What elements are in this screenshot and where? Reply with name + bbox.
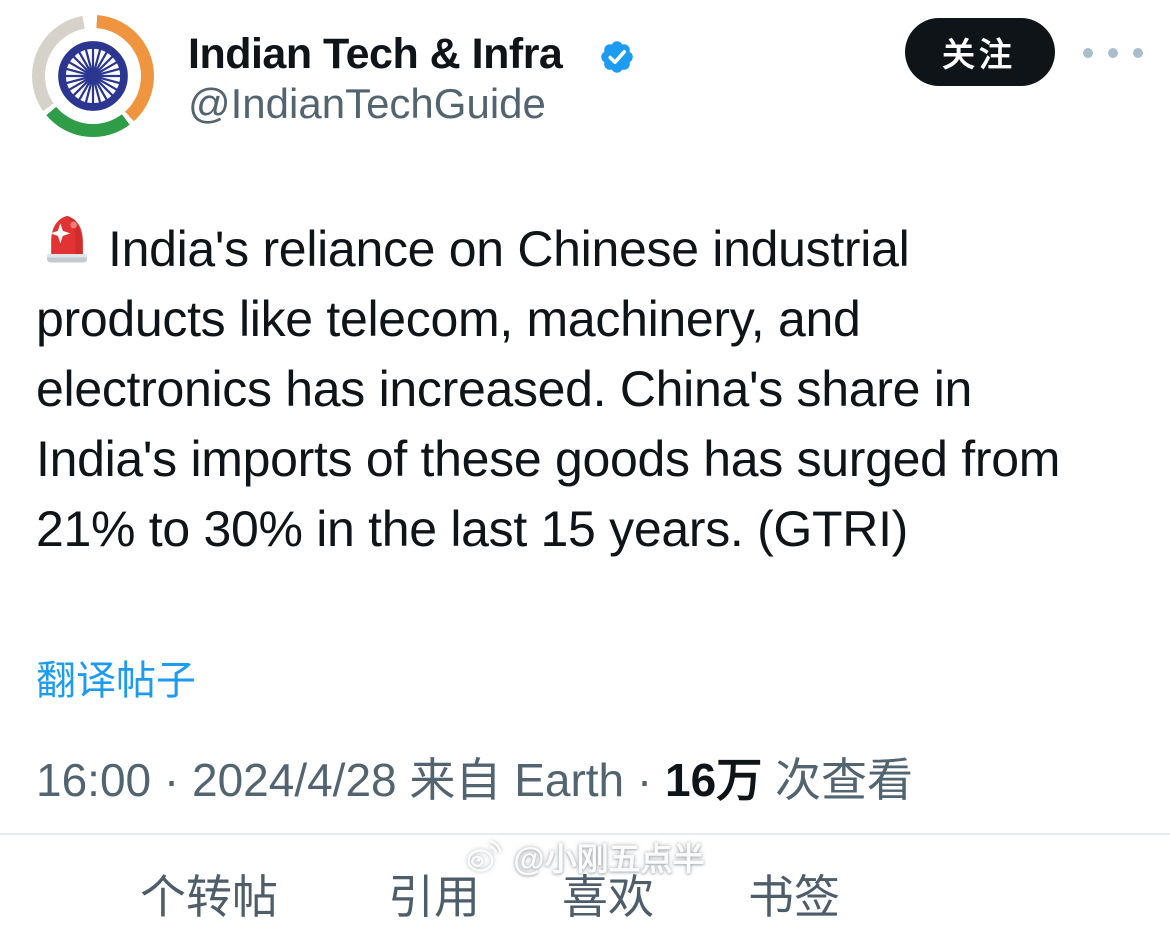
tweet-line-4: India's imports of these goods has surge… (36, 431, 1061, 487)
tweet-line-5: 21% to 30% in the last 15 years. (GTRI) (36, 501, 909, 557)
tweet-line-1-text: India's reliance on Chinese industrial (108, 221, 910, 277)
follow-button[interactable]: 关注 (905, 18, 1055, 86)
views-label: 次查看 (762, 754, 913, 806)
avatar-inner-circle (45, 28, 141, 124)
quote-count-label[interactable]: 引用 (388, 871, 480, 923)
bookmark-count-label[interactable]: 书签 (748, 871, 840, 923)
like-count-label[interactable]: 喜欢 (562, 871, 654, 923)
tweet-line-3: electronics has increased. China's share… (36, 361, 973, 417)
ashoka-chakra-icon (58, 41, 128, 111)
tweet-line-1: India's reliance on Chinese industrial (36, 214, 1134, 284)
tweet-meta-line: 16:00 · 2024/4/28 来自 Earth · 16万 次查看 (36, 744, 913, 810)
display-name[interactable]: Indian Tech & Infra (188, 30, 563, 78)
tweet-text: India's reliance on Chinese industrial p… (36, 214, 1134, 564)
divider (0, 833, 1170, 835)
timestamp-source: 16:00 · 2024/4/28 来自 Earth · (36, 754, 666, 806)
dot (1133, 48, 1143, 58)
police-light-emoji (42, 211, 92, 287)
user-handle[interactable]: @IndianTechGuide (188, 80, 546, 127)
profile-avatar[interactable] (32, 15, 154, 137)
views-count[interactable]: 16万 (665, 754, 763, 806)
repost-count-label[interactable]: 个转帖 (140, 871, 278, 923)
dot (1083, 48, 1093, 58)
more-options-icon[interactable] (1083, 48, 1143, 58)
dot (1108, 48, 1118, 58)
tweet-line-2: products like telecom, machinery, and (36, 291, 861, 347)
translate-post-link[interactable]: 翻译帖子 (36, 659, 196, 703)
verified-badge-icon (596, 36, 638, 83)
